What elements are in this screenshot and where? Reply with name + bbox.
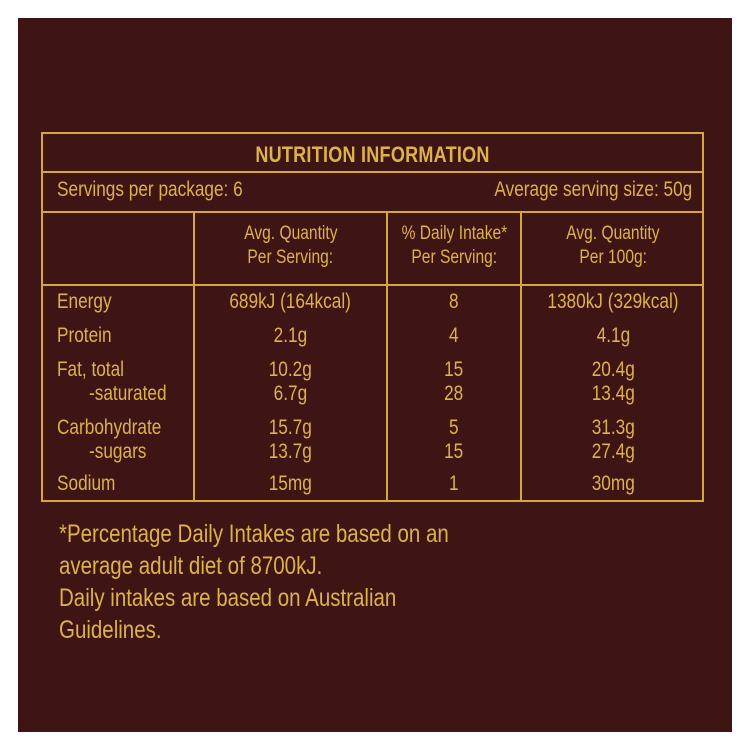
row-saturated-daily-intake: 28 — [444, 382, 464, 405]
row-sodium-per-100g: 30mg — [591, 472, 635, 495]
row-fat-daily-intake: 15 — [444, 358, 464, 381]
row-sodium-per-serving: 15mg — [268, 472, 313, 495]
column-divider-2 — [386, 211, 388, 500]
row-sugars-per-100g: 27.4g — [591, 440, 635, 463]
row-energy-per-serving: 689kJ (164kcal) — [229, 290, 352, 313]
nutrition-table: NUTRITION INFORMATION Servings per packa… — [41, 132, 704, 502]
row-carbohydrate-daily-intake: 5 — [449, 416, 459, 439]
row-carbohydrate-name: Carbohydrate — [57, 416, 162, 439]
row-saturated-name: -saturated — [89, 382, 167, 405]
row-carbohydrate-per-serving: 15.7g — [268, 416, 313, 439]
footnote-line-2: average adult diet of 8700kJ. — [59, 552, 323, 580]
footnote-line-3: Daily intakes are based on Australian — [59, 584, 397, 612]
row-protein-per-serving: 2.1g — [273, 324, 308, 347]
footnote: *Percentage Daily Intakes are based on a… — [59, 518, 619, 646]
row-sodium-name: Sodium — [57, 472, 116, 495]
header-daily-intake: % Daily Intake* Per Serving: — [401, 223, 507, 268]
row-sodium-daily-intake: 1 — [449, 472, 459, 495]
row-protein-daily-intake: 4 — [449, 324, 459, 347]
row-fat-name: Fat, total — [57, 358, 124, 381]
row-fat-per-100g: 20.4g — [591, 358, 635, 381]
nutrition-panel: NUTRITION INFORMATION Servings per packa… — [18, 18, 732, 732]
header-divider — [43, 284, 702, 286]
row-energy-per-100g: 1380kJ (329kcal) — [547, 290, 679, 313]
table-title: NUTRITION INFORMATION — [255, 142, 490, 167]
row-protein-name: Protein — [57, 324, 112, 347]
row-saturated-per-100g: 13.4g — [591, 382, 635, 405]
header-per-100g: Avg. Quantity Per 100g: — [566, 223, 660, 268]
row-sugars-name: -sugars — [89, 440, 147, 463]
row-protein-per-100g: 4.1g — [596, 324, 630, 347]
average-serving-size: Average serving size: 50g — [494, 178, 692, 201]
title-divider — [43, 171, 702, 173]
column-divider-1 — [193, 211, 195, 500]
row-saturated-per-serving: 6.7g — [273, 382, 308, 405]
row-energy-name: Energy — [57, 290, 112, 313]
servings-divider — [43, 211, 702, 213]
footnote-line-4: Guidelines. — [59, 616, 162, 644]
footnote-line-1: *Percentage Daily Intakes are based on a… — [59, 520, 449, 548]
row-sugars-per-serving: 13.7g — [268, 440, 313, 463]
row-carbohydrate-per-100g: 31.3g — [591, 416, 635, 439]
row-energy-daily-intake: 8 — [449, 290, 459, 313]
row-fat-per-serving: 10.2g — [268, 358, 313, 381]
servings-per-package: Servings per package: 6 — [57, 178, 243, 201]
row-sugars-daily-intake: 15 — [444, 440, 464, 463]
header-per-serving: Avg. Quantity Per Serving: — [243, 223, 338, 268]
column-divider-3 — [520, 211, 522, 500]
